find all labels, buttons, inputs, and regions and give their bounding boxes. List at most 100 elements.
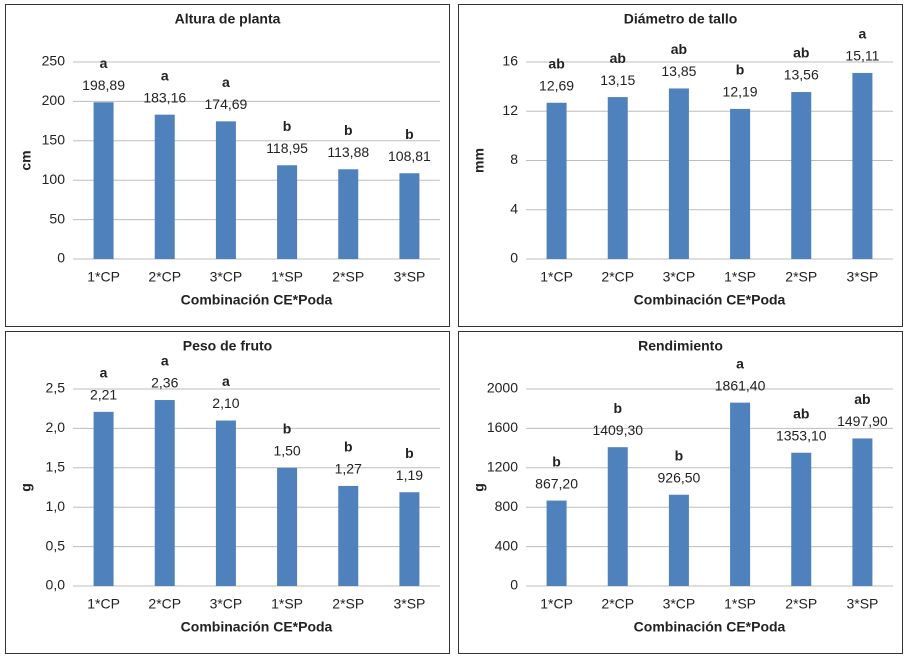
y-tick-label: 16	[502, 53, 518, 69]
value-label: 1409,30	[592, 422, 643, 438]
y-tick-label: 2,0	[46, 419, 66, 435]
bar	[338, 169, 359, 259]
value-label: 118,95	[266, 140, 308, 156]
significance-letter: b	[675, 447, 684, 463]
bar	[93, 102, 114, 259]
x-tick-label: 1*CP	[540, 596, 573, 612]
y-tick-label: 1200	[487, 459, 518, 475]
value-label: 1497,90	[837, 413, 888, 429]
significance-letter: ab	[671, 41, 687, 57]
x-tick-label: 2*CP	[148, 269, 181, 285]
x-tick-label: 1*CP	[87, 269, 120, 285]
chart-title: Peso de fruto	[183, 338, 272, 354]
value-label: 1,27	[335, 461, 362, 477]
value-label: 13,56	[784, 67, 819, 83]
bar	[852, 438, 873, 586]
y-axis-label: g	[471, 483, 487, 492]
x-tick-label: 2*CP	[601, 269, 634, 285]
x-axis-label: Combinación CE*Poda	[634, 292, 786, 308]
significance-letter: ab	[793, 405, 809, 421]
significance-letter: b	[405, 126, 414, 142]
y-tick-label: 8	[510, 151, 518, 167]
value-label: 198,89	[82, 77, 125, 93]
value-label: 2,21	[90, 387, 117, 403]
bar	[215, 420, 236, 586]
value-label: 867,20	[535, 475, 578, 491]
value-label: 174,69	[205, 96, 248, 112]
value-label: 15,11	[845, 48, 879, 64]
y-tick-label: 200	[42, 92, 66, 108]
significance-letter: a	[222, 373, 230, 389]
x-tick-label: 3*CP	[663, 596, 696, 612]
y-tick-label: 0	[510, 250, 518, 266]
bar	[215, 121, 236, 260]
bar	[730, 108, 751, 260]
x-tick-label: 2*SP	[332, 596, 364, 612]
value-label: 13,15	[600, 72, 635, 88]
y-tick-label: 2000	[487, 380, 518, 396]
value-label: 1861,40	[715, 377, 766, 393]
value-label: 1,19	[396, 467, 423, 483]
x-tick-label: 3*SP	[846, 269, 878, 285]
bar	[668, 494, 689, 586]
chart-panel: Peso de fruto Combinación CE*Poda g 0,0 0,5 1…	[5, 331, 450, 654]
bar	[791, 92, 812, 259]
bar	[93, 411, 114, 586]
panel-border	[458, 331, 903, 654]
y-tick-label: 100	[42, 171, 66, 187]
x-tick-label: 2*CP	[601, 596, 634, 612]
significance-letter: a	[222, 74, 230, 90]
value-label: 12,69	[539, 77, 574, 93]
x-tick-label: 1*SP	[271, 269, 303, 285]
y-tick-label: 0,0	[46, 577, 66, 593]
x-tick-label: 3*CP	[210, 269, 243, 285]
y-tick-label: 150	[42, 132, 66, 148]
value-label: 108,81	[388, 148, 431, 164]
bar	[399, 492, 420, 586]
y-tick-label: 50	[49, 210, 65, 226]
y-tick-label: 400	[495, 537, 519, 553]
value-label: 13,85	[661, 63, 696, 79]
chart-title: Diámetro de tallo	[624, 11, 738, 27]
bar	[668, 88, 689, 259]
significance-letter: a	[736, 355, 744, 371]
y-tick-label: 2,5	[46, 380, 66, 396]
value-label: 1353,10	[776, 427, 827, 443]
x-tick-label: 3*SP	[393, 269, 425, 285]
x-tick-label: 1*SP	[724, 269, 756, 285]
x-tick-label: 2*CP	[148, 596, 181, 612]
bar	[338, 485, 359, 586]
significance-letter: ab	[793, 45, 809, 61]
significance-letter: b	[344, 439, 353, 455]
chart-title: Rendimiento	[638, 338, 723, 354]
x-axis-label: Combinación CE*Poda	[181, 292, 333, 308]
x-tick-label: 3*CP	[210, 596, 243, 612]
y-tick-label: 12	[502, 102, 518, 118]
value-label: 113,88	[327, 144, 369, 160]
bar	[277, 165, 298, 259]
significance-letter: b	[283, 118, 292, 134]
y-tick-label: 0	[510, 577, 518, 593]
bar	[154, 114, 175, 259]
y-tick-label: 0,5	[46, 537, 66, 553]
significance-letter: ab	[610, 50, 626, 66]
value-label: 2,36	[151, 375, 178, 391]
significance-letter: b	[283, 421, 292, 437]
y-axis-label: cm	[18, 150, 34, 170]
chart-panel: Rendimiento Combinación CE*Poda g 0 400 800 12…	[458, 331, 903, 654]
bar	[791, 452, 812, 586]
chart-panel: Altura de planta Combinación CE*Poda cm 0 50…	[5, 4, 450, 327]
chart-panel: Diámetro de tallo Combinación CE*Poda mm 0 4…	[458, 4, 903, 327]
significance-letter: a	[161, 67, 169, 83]
significance-letter: a	[859, 26, 867, 42]
x-tick-label: 1*CP	[87, 596, 120, 612]
x-tick-label: 3*SP	[393, 596, 425, 612]
significance-letter: b	[344, 122, 353, 138]
significance-letter: a	[100, 365, 108, 381]
value-label: 1,50	[273, 443, 300, 459]
y-axis-label: mm	[471, 148, 487, 173]
x-tick-label: 2*SP	[332, 269, 364, 285]
bar	[546, 500, 567, 586]
bar	[399, 173, 420, 259]
